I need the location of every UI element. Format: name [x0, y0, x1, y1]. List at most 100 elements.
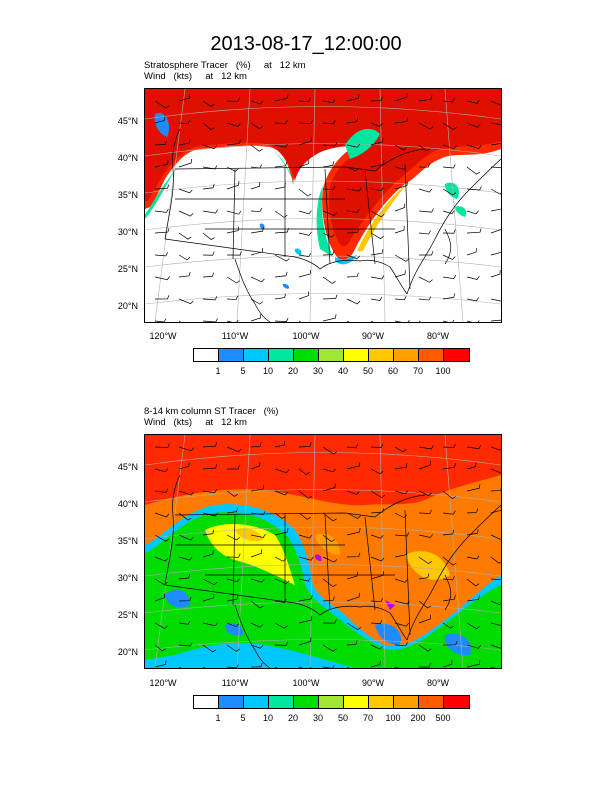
colorbar-swatch — [444, 696, 469, 708]
lat-label: 45°N — [117, 116, 138, 126]
wind-barb — [466, 622, 480, 630]
wind-barb — [418, 445, 434, 450]
wind-barb — [274, 440, 286, 448]
wind-barb — [346, 461, 361, 470]
wind-barb — [298, 188, 312, 197]
colorbar-label: 20 — [287, 366, 298, 376]
wind-barb — [274, 210, 288, 218]
wind-barb — [202, 512, 218, 517]
wind-barb — [154, 318, 167, 322]
lat-label: 20°N — [117, 647, 138, 657]
colorbar-label: 30 — [312, 713, 323, 723]
wind-barb — [226, 166, 239, 172]
wind-barb — [346, 117, 358, 124]
wind-barb — [178, 94, 190, 102]
wind-barb — [394, 490, 409, 495]
wind-barb — [274, 512, 286, 519]
wind-barb — [154, 556, 169, 562]
wind-barb — [418, 276, 433, 283]
wind-barb — [202, 100, 215, 107]
lon-label: 90°W — [361, 678, 385, 688]
wind-barb — [466, 248, 477, 256]
wind-barb — [490, 188, 501, 195]
lon-label: 80°W — [426, 678, 450, 688]
wind-barb — [418, 509, 432, 514]
wind-barb — [490, 208, 501, 212]
wind-barb — [250, 485, 265, 492]
wind-barb — [442, 229, 456, 234]
panel1-title: Stratosphere Tracer (%) at 12 km Wind (k… — [144, 60, 306, 82]
lon-label: 90°W — [361, 331, 385, 341]
wind-barb — [490, 446, 501, 451]
wind-barb — [466, 228, 482, 234]
wind-barb — [298, 269, 312, 278]
wind-barb — [322, 644, 337, 652]
wind-barb — [250, 511, 266, 516]
colorbar-label: 30 — [312, 366, 323, 376]
wind-barb — [442, 529, 455, 536]
wind-barb — [250, 600, 264, 609]
colorbar-label: 70 — [362, 713, 373, 723]
wind-barb — [370, 122, 383, 127]
wind-barb — [154, 644, 166, 652]
wind-barb — [298, 442, 312, 448]
wind-barb — [178, 534, 194, 541]
wind-barb — [370, 620, 383, 625]
wind-barb — [226, 534, 240, 541]
wind-barb — [178, 596, 192, 602]
colorbar-swatch — [269, 349, 294, 361]
wind-barb — [418, 251, 434, 256]
wind-barb — [226, 319, 239, 322]
wind-barb — [370, 660, 381, 668]
wind-barb — [178, 254, 191, 261]
wind-barb — [466, 529, 479, 536]
wind-barb — [250, 549, 263, 558]
wind-barb — [394, 117, 409, 124]
wind-barb — [418, 95, 433, 102]
wind-barb — [394, 144, 407, 151]
wind-barb — [394, 319, 410, 322]
wind-barb — [466, 644, 482, 649]
wind-barb — [370, 160, 385, 168]
wind-barb — [466, 578, 480, 587]
wind-barb — [346, 298, 361, 305]
colorbar-label: 200 — [410, 713, 426, 723]
wind-barb — [346, 640, 358, 646]
wind-barb — [322, 619, 337, 624]
wind-barb — [346, 254, 361, 260]
wind-barb — [322, 446, 338, 455]
wind-barb — [394, 446, 407, 453]
lat-label: 30°N — [117, 227, 138, 237]
wind-barb — [154, 512, 170, 518]
wind-barb — [466, 660, 481, 668]
wind-barb — [274, 317, 289, 322]
colorbar-swatch — [219, 349, 244, 361]
wind-barb — [154, 160, 169, 168]
wind-barb — [250, 122, 263, 130]
wind-barb — [466, 445, 482, 450]
colorbar-label: 10 — [262, 366, 273, 376]
wind-barb — [226, 644, 240, 652]
wind-barb — [490, 509, 501, 514]
wind-barb — [346, 552, 361, 558]
wind-barb — [370, 468, 384, 475]
wind-barb — [394, 203, 406, 212]
colorbar-label: 70 — [412, 366, 423, 376]
lon-label: 80°W — [426, 331, 450, 341]
wind-barb — [370, 275, 385, 280]
wind-barb — [466, 320, 480, 322]
wind-barb — [274, 468, 290, 474]
lat-label: 25°N — [117, 264, 138, 274]
wind-barb — [346, 571, 358, 580]
wind-barb — [154, 208, 169, 213]
colorbar-swatch — [444, 349, 469, 361]
colorbar-swatch — [344, 349, 369, 361]
wind-barb — [154, 252, 169, 257]
wind-barb — [274, 622, 288, 629]
wind-barb — [226, 139, 241, 146]
panel1-title-line2: Wind (kts) at 12 km — [144, 71, 247, 82]
lat-label: 20°N — [117, 301, 138, 311]
wind-barb — [346, 166, 359, 172]
lon-label: 120°W — [149, 678, 177, 688]
wind-barb — [490, 622, 501, 626]
